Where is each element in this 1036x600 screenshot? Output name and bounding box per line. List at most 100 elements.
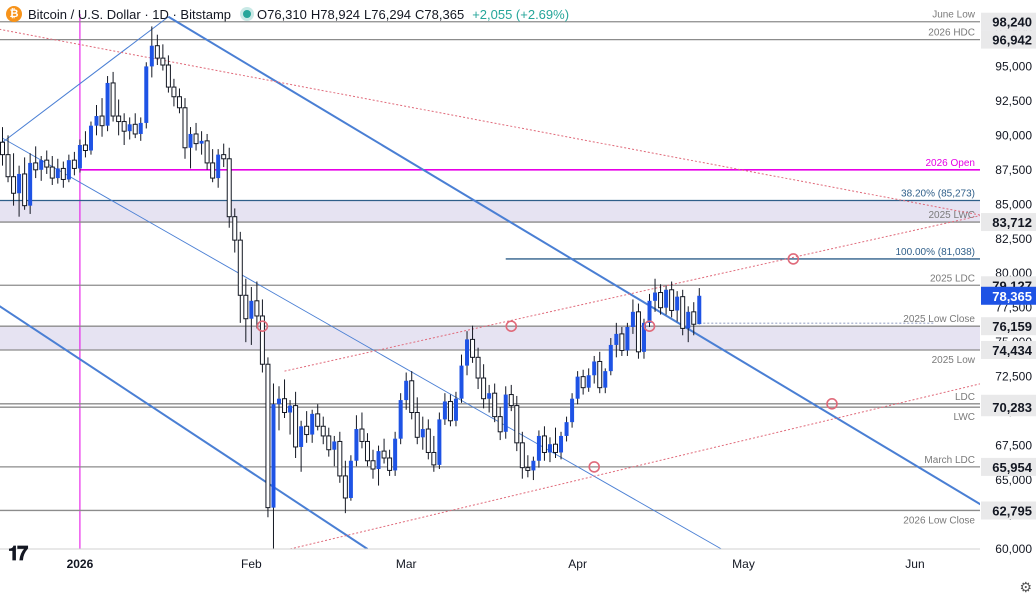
- candle: [315, 404, 321, 431]
- candle: [664, 285, 669, 315]
- candles: [0, 26, 702, 549]
- candle: [105, 76, 110, 132]
- candle-body: [320, 425, 326, 437]
- candle: [553, 427, 558, 458]
- level-label: 2025 Low Close: [903, 314, 975, 325]
- candle-body: [221, 154, 227, 160]
- candle-body: [536, 435, 541, 461]
- candle-body: [481, 377, 487, 400]
- candle: [442, 393, 447, 425]
- ohlc-high: H78,924: [310, 6, 361, 22]
- candle: [431, 435, 437, 472]
- y-tick-label: 60,000: [995, 542, 1032, 556]
- candle: [182, 98, 188, 159]
- level-price-tag-text: 96,942: [992, 33, 1032, 48]
- candle-body: [11, 176, 17, 194]
- candle-body: [60, 167, 66, 180]
- candle: [376, 445, 381, 486]
- candle-body: [570, 398, 575, 423]
- candle: [564, 416, 569, 442]
- symbol-title[interactable]: Bitcoin / U.S. Dollar · 1D · Bitstamp: [28, 6, 231, 22]
- level-price-tag: [981, 213, 1036, 232]
- candle: [132, 113, 138, 139]
- candle-body: [293, 405, 299, 448]
- candle-body: [603, 371, 608, 388]
- candle-body: [0, 141, 5, 156]
- candle-body: [165, 64, 171, 88]
- candle: [519, 431, 525, 479]
- level-label: 2026 Open: [926, 158, 976, 169]
- candle-body: [592, 361, 597, 376]
- candle: [254, 281, 260, 329]
- candle: [370, 449, 376, 479]
- candle-body: [199, 140, 204, 144]
- candle: [288, 400, 293, 435]
- candle: [271, 383, 276, 549]
- y-axis[interactable]: 60,00062,50065,00067,50070,00072,50075,0…: [980, 0, 1036, 600]
- candle: [669, 281, 675, 318]
- candle: [570, 393, 575, 428]
- candle: [310, 409, 315, 443]
- candle-body: [635, 311, 641, 353]
- candle: [216, 149, 221, 188]
- candle: [55, 158, 60, 184]
- candle-body: [332, 441, 337, 450]
- candle: [437, 412, 442, 470]
- x-axis[interactable]: 2026 Feb Mar Apr May Jun: [0, 548, 980, 600]
- candle-body: [547, 444, 552, 453]
- candle: [39, 156, 44, 181]
- candle-body: [492, 392, 498, 418]
- candle-body: [105, 82, 110, 126]
- level-label: June Low: [932, 10, 976, 21]
- candle: [686, 306, 691, 343]
- candle-body: [575, 376, 580, 399]
- candle: [381, 438, 387, 464]
- candle-body: [470, 338, 476, 358]
- level-price-tag: [981, 340, 1036, 359]
- candle: [503, 386, 508, 439]
- candle: [28, 153, 33, 214]
- candle: [243, 278, 249, 343]
- candle: [293, 391, 299, 458]
- level-price-tag-text: 83,712: [992, 215, 1032, 230]
- candle: [470, 325, 476, 363]
- candle: [635, 303, 641, 359]
- candle: [508, 384, 514, 412]
- y-tick-label: 85,000: [995, 197, 1032, 211]
- ohlc-change: +2,055 (+2.69%): [472, 6, 570, 22]
- level-label: 100.00% (81,038): [895, 247, 975, 258]
- candle-body: [55, 168, 60, 179]
- candle: [420, 416, 425, 450]
- candle-body: [138, 122, 143, 134]
- pivot-marker: [588, 461, 601, 473]
- candle-body: [359, 428, 365, 442]
- pivot-marker: [256, 320, 269, 332]
- y-tick-label: 92,500: [995, 94, 1032, 108]
- candle-body: [66, 160, 71, 180]
- candle: [99, 98, 105, 137]
- candle-body: [310, 413, 315, 435]
- candle-body: [514, 405, 520, 444]
- candle: [326, 427, 332, 457]
- candle-body: [364, 440, 370, 462]
- candle-body: [28, 162, 33, 206]
- candle: [575, 371, 580, 405]
- candle-body: [304, 425, 310, 436]
- pivot-markers: [256, 253, 838, 473]
- candle-body: [188, 133, 193, 148]
- candle-body: [459, 365, 464, 399]
- candle-body: [370, 460, 376, 470]
- shaded-zones: [0, 200, 980, 350]
- tradingview-logo-icon: 𝟏𝟕: [8, 543, 28, 565]
- level-price-tag-text: 62,795: [992, 503, 1032, 518]
- candle-body: [393, 438, 398, 471]
- candle: [144, 62, 149, 129]
- candle: [210, 149, 216, 183]
- candle-body: [508, 394, 514, 407]
- gear-icon[interactable]: ⚙: [1019, 579, 1032, 595]
- pivot-marker: [505, 320, 518, 332]
- median-line: [2, 137, 722, 550]
- bitcoin-icon: ₿: [6, 6, 22, 22]
- candle-body: [641, 322, 646, 352]
